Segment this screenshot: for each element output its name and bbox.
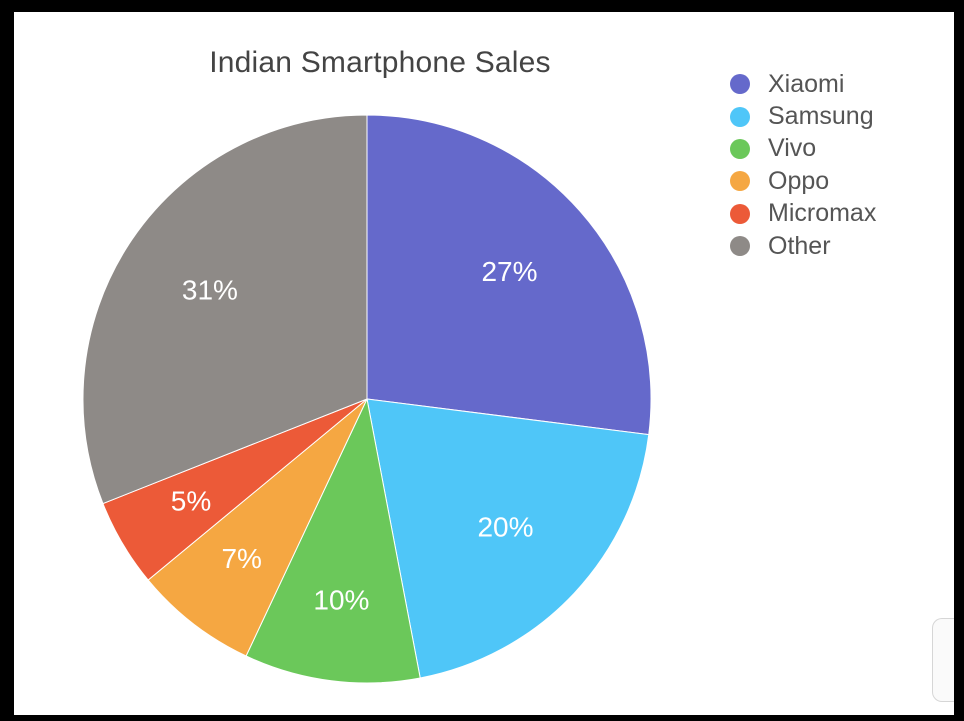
legend-swatch-icon [730, 74, 750, 95]
slice-label-samsung: 20% [477, 511, 533, 542]
pie-slice-oppo [147, 398, 368, 657]
legend-swatch-icon [730, 171, 750, 192]
slice-label-xiaomi: 27% [481, 256, 537, 287]
legend-swatch-icon [730, 236, 750, 257]
chart-title: Indian Smartphone Sales [209, 46, 551, 79]
slice-label-other: 31% [182, 275, 238, 306]
legend-label: Other [768, 231, 831, 260]
legend-label: Xiaomi [768, 69, 845, 98]
legend-swatch-icon [730, 203, 750, 224]
legend-label: Micromax [768, 199, 877, 228]
legend-label: Samsung [768, 102, 874, 131]
chart-legend: Xiaomi Samsung Vivo Oppo Micromax Other [730, 68, 940, 262]
chart-canvas: Indian Smartphone Sales 27% 20% 10% 7% 5% 31%… [14, 12, 954, 715]
legend-item-xiaomi: Xiaomi [730, 68, 940, 100]
pie-slice-vivo [245, 397, 421, 684]
pie-slice-xiaomi [366, 114, 652, 436]
legend-item-micromax: Micromax [730, 198, 940, 230]
slice-label-oppo: 7% [221, 543, 261, 574]
pie-slice-samsung [366, 398, 650, 679]
legend-item-samsung: Samsung [730, 100, 940, 132]
legend-label: Oppo [768, 166, 830, 195]
edge-handle[interactable] [932, 618, 954, 702]
legend-item-oppo: Oppo [730, 165, 940, 197]
legend-swatch-icon [730, 106, 750, 127]
pie-chart: 27% 20% 10% 7% 5% 31% [82, 114, 652, 684]
slice-label-vivo: 10% [313, 584, 369, 615]
slice-label-micromax: 5% [171, 485, 211, 516]
legend-label: Vivo [768, 134, 817, 163]
legend-item-other: Other [730, 230, 940, 262]
legend-item-vivo: Vivo [730, 133, 940, 165]
legend-swatch-icon [730, 138, 750, 159]
pie-slice-other [82, 114, 368, 505]
